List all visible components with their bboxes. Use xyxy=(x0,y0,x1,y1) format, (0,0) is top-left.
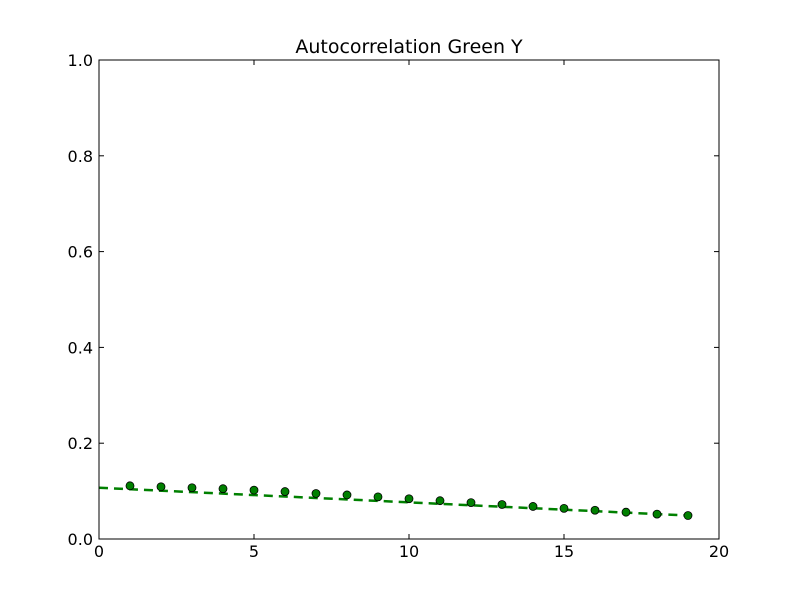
x-tick-label: 5 xyxy=(249,542,259,561)
data-point xyxy=(621,507,631,517)
y-tick-label: 0.8 xyxy=(68,147,93,166)
x-tick-label: 20 xyxy=(709,542,729,561)
y-tick-label: 0.6 xyxy=(68,243,93,262)
data-point xyxy=(342,490,352,500)
y-tick-label: 1.0 xyxy=(68,51,93,70)
data-point xyxy=(528,502,538,511)
y-tick-label: 0.4 xyxy=(68,338,93,357)
axes: 0 5 10 15 20 0.0 0.2 0.4 0.6 0.8 1.0 xyxy=(68,51,730,561)
data-point xyxy=(187,483,197,493)
data-point xyxy=(683,511,693,520)
data-point xyxy=(311,489,321,498)
data-point xyxy=(373,492,383,502)
data-point xyxy=(652,509,662,519)
data-point xyxy=(218,484,228,494)
data-point xyxy=(559,503,569,513)
chart-title: Autocorrelation Green Y xyxy=(295,36,523,58)
data-point xyxy=(280,487,290,496)
data-point xyxy=(466,498,476,507)
x-tick-label: 0 xyxy=(94,542,104,561)
data-point xyxy=(249,485,259,495)
plot-area xyxy=(98,60,719,539)
fit-line xyxy=(98,486,689,517)
x-tick-label: 10 xyxy=(399,542,419,561)
x-tick-label: 15 xyxy=(554,542,574,561)
data-point xyxy=(497,500,507,509)
data-point xyxy=(125,481,135,491)
data-point xyxy=(156,482,166,492)
data-point xyxy=(590,505,600,515)
y-tick-label: 0.0 xyxy=(68,530,93,549)
data-point xyxy=(435,496,445,506)
y-tick-label: 0.2 xyxy=(68,434,93,453)
plot-background xyxy=(99,60,719,539)
data-point xyxy=(404,494,414,504)
